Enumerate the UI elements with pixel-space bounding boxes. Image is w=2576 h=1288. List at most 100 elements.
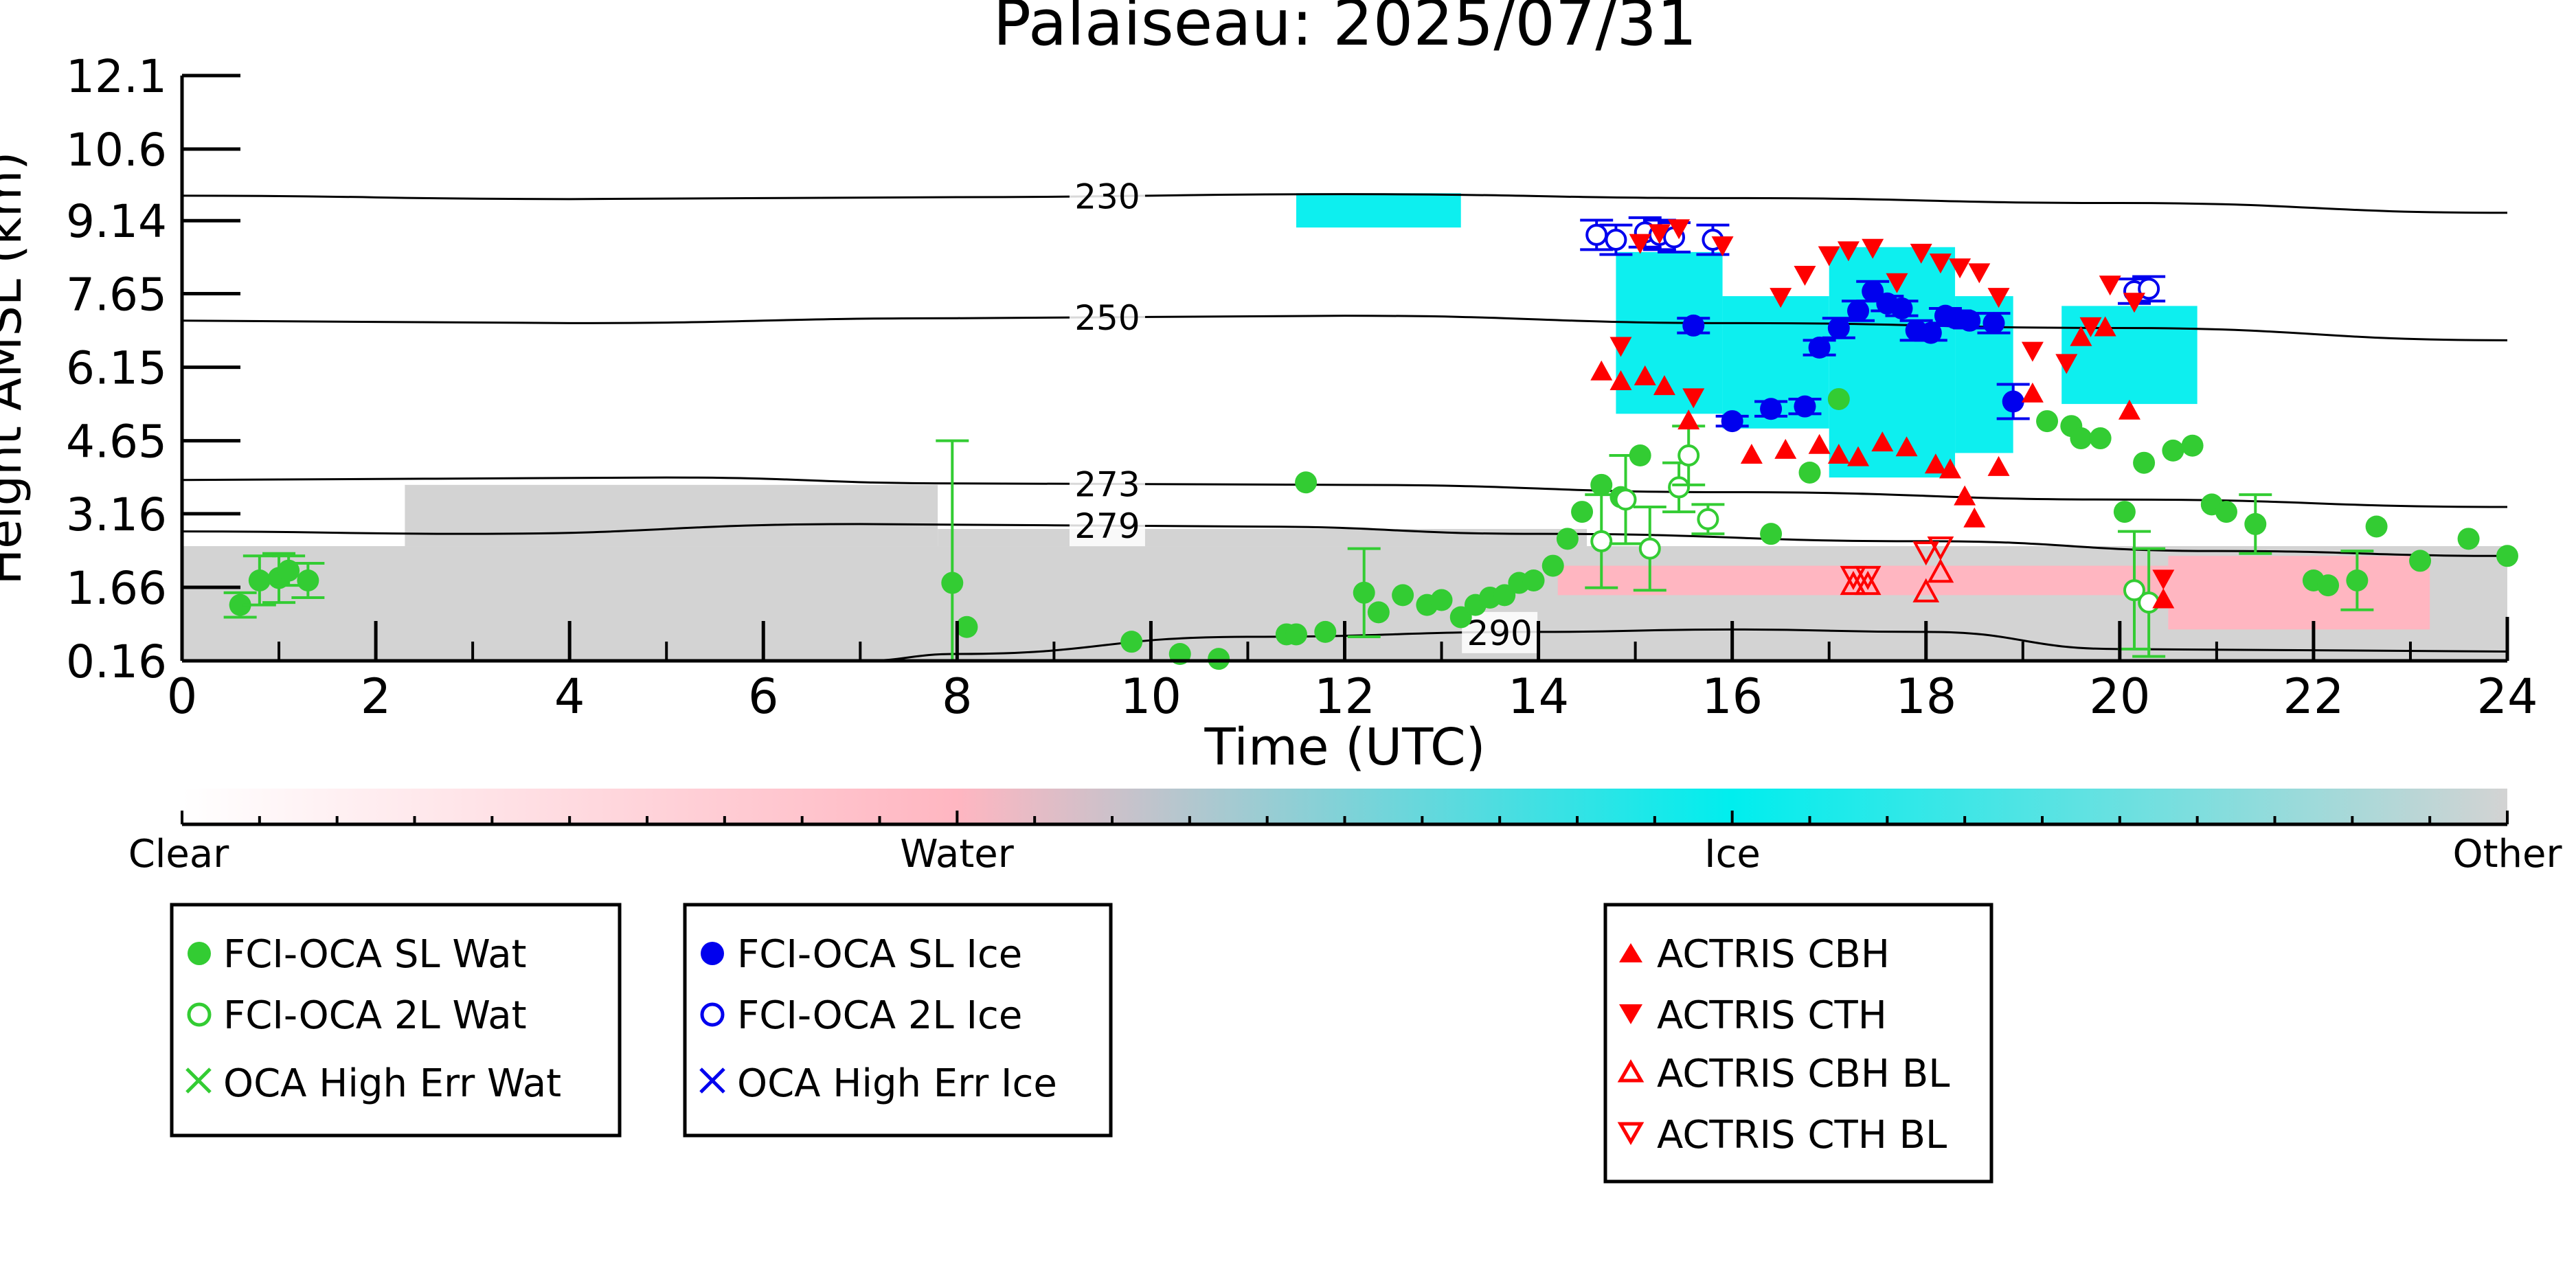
legend-label-sl-wat: FCI-OCA SL Wat [223,932,527,977]
legend-marker-sl-ice [701,942,724,965]
data-point [2215,501,2237,523]
data-point [2036,410,2059,433]
data-point [1927,558,1954,583]
data-point [1682,388,1705,409]
isotherm-label-230: 230 [1074,177,1140,216]
mask-ice [1296,193,1461,228]
y-ticks: 0.16 1.66 3.16 4.65 6.15 7.65 9.14 10.6 12.1 [66,50,240,688]
data-series [223,216,2518,670]
mask-other [938,529,1588,547]
data-point [229,594,251,616]
data-point [1430,589,1453,611]
data-point [2244,512,2267,535]
data-point [1605,229,1627,251]
data-point [1982,312,2005,335]
y-tick-label: 1.66 [66,562,167,615]
data-point [1871,431,1894,452]
y-tick-label: 12.1 [66,50,167,103]
x-tick-label: 14 [1508,668,1569,725]
data-point [1895,436,1918,457]
legend-water-frame [170,903,622,1138]
data-point [2113,501,2136,523]
data-point [1367,601,1390,624]
data-point [2123,579,2145,602]
isotherm-label-279: 279 [1074,506,1140,546]
data-point [1740,444,1763,464]
data-point [2409,550,2432,572]
data-point [1682,314,1705,337]
isotherm-line-250 [181,315,2508,341]
data-point [1840,565,1867,590]
data-point [1808,337,1831,359]
data-point [1629,234,1651,254]
data-point [2365,515,2388,538]
data-point [1677,409,1700,430]
data-point [2089,427,2112,450]
data-point [1987,288,2010,308]
data-point [1571,501,1594,523]
legend-marker-2l-ice [700,1002,725,1027]
data-point [1590,473,1613,496]
legend-marker-actris-cth-bl [1617,1122,1645,1146]
data-point [2002,390,2024,413]
data-point [1854,570,1882,596]
data-point [1585,223,1608,246]
mask-water [2168,556,2430,630]
data-point [2152,569,2175,590]
data-point [1556,528,1579,550]
x-tick-label: 6 [748,668,779,725]
x-tick-label: 10 [1120,668,1182,725]
data-point [1794,395,1816,418]
x-tick-label: 2 [361,668,392,725]
data-point [1968,263,1991,284]
series-actris-cbh-bl [1840,558,1954,602]
isotherm-label-273: 273 [1074,465,1140,505]
data-point [2021,382,2044,403]
data-point [1840,570,1867,596]
data-point [1798,461,1821,484]
x-tick-label: 8 [942,668,973,725]
data-point [2457,528,2480,550]
legend-water: FCI-OCA SL Wat FCI-OCA 2L Wat OCA High E… [170,903,622,1138]
data-point [1794,265,1816,286]
data-point [2181,434,2204,457]
y-tick-label: 7.65 [66,269,167,321]
data-point [2123,293,2145,313]
data-point [2094,316,2116,337]
legend-label-actris-cbh-bl: ACTRIS CBH BL [1657,1052,1950,1096]
series-fci-oca-sl-wat [223,387,2518,670]
data-point [2496,545,2518,567]
data-point [1677,444,1700,467]
data-point [248,569,271,591]
data-point [1958,309,1981,332]
data-point [1120,631,1143,653]
legend-label-actris-cth-bl: ACTRIS CTH BL [1657,1113,1947,1157]
data-point [1648,224,1671,245]
legend-label-actris-cth: ACTRIS CTH [1657,993,1887,1038]
legend-actris-frame [1603,903,1993,1184]
data-point [1634,365,1656,385]
x-tick-label: 0 [167,668,198,725]
data-point [278,559,300,582]
x-axis-label: Time (UTC) [1204,718,1485,777]
data-point [1295,471,1318,494]
data-point [1910,243,1932,264]
y-tick-label: 4.65 [66,416,167,468]
data-point [2162,439,2184,462]
data-point [1912,541,1940,566]
data-point [1590,530,1613,552]
legend-actris: ACTRIS CBH ACTRIS CTH ACTRIS CBH BL ACTR… [1603,903,1993,1184]
data-point [1208,648,1230,670]
legend-label-actris-cbh: ACTRIS CBH [1657,932,1890,977]
data-point [1314,620,1337,643]
data-point [941,572,964,594]
colorbar: Clear Water Ice Other [128,789,2562,877]
data-point [1963,507,1986,528]
legend-marker-2l-wat [187,1002,212,1027]
chart-title: Palaiseau: 2025/07/31 [993,0,1697,60]
data-point [1929,253,1952,274]
data-point [1760,523,1783,545]
data-point [1770,288,1792,308]
series-actris-cbh [1590,316,2175,609]
